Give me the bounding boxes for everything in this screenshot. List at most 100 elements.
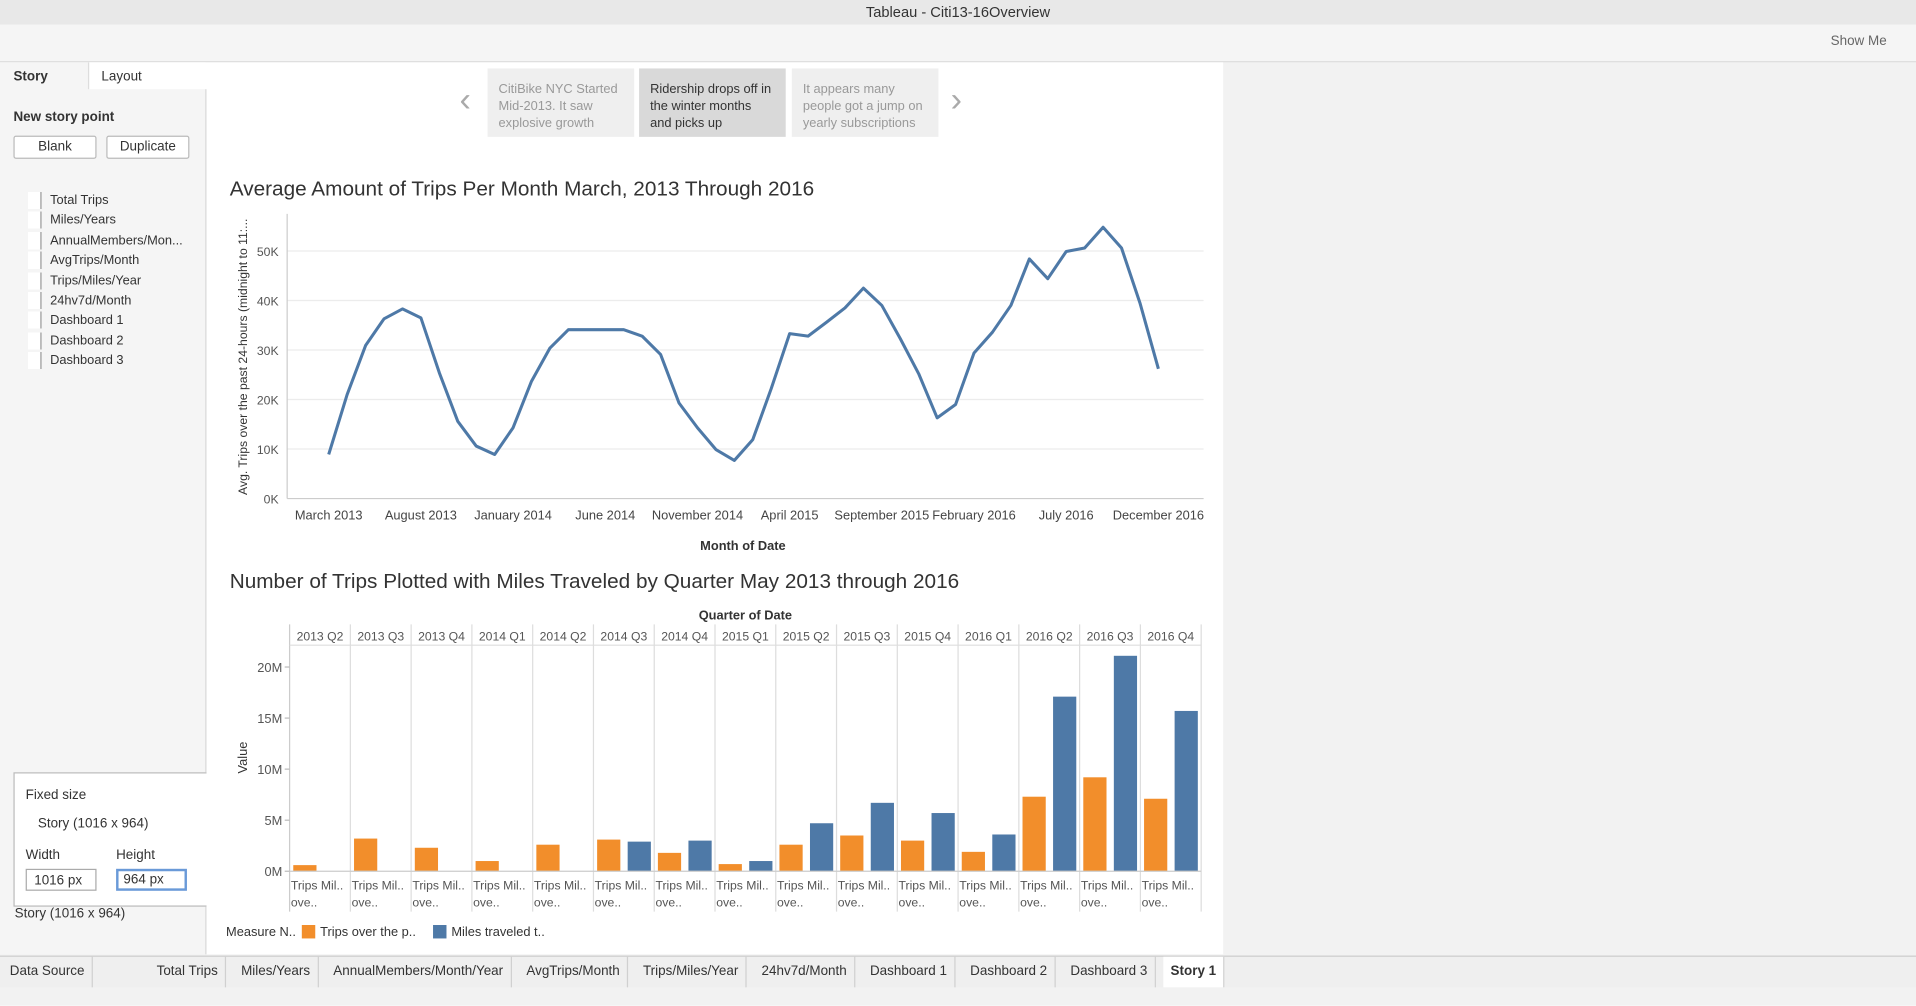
pane-label: Trips Mil.. xyxy=(777,879,829,893)
line xyxy=(327,225,1160,462)
bar xyxy=(293,865,317,872)
sheet-item[interactable]: AnnualMembers/Mon... xyxy=(17,232,183,249)
column-label: 2015 Q3 xyxy=(844,629,891,643)
blank-button[interactable]: Blank xyxy=(13,135,97,159)
y-tick-label: 0K xyxy=(264,492,279,506)
sheet-tab[interactable]: Dashboard 2 xyxy=(963,956,1056,988)
bar xyxy=(1022,796,1046,872)
y-tick-label: 5M xyxy=(264,813,282,828)
sheet-item[interactable]: Dashboard 3 xyxy=(17,352,123,369)
size-mode[interactable]: Fixed size xyxy=(25,788,87,803)
column-label: 2016 Q1 xyxy=(965,629,1012,643)
legend-title: Measure N.. xyxy=(226,924,296,939)
new-story-point: New story point xyxy=(13,109,115,125)
column-label: 2015 Q1 xyxy=(722,629,769,643)
y-tick-label: 20K xyxy=(257,393,279,407)
bar xyxy=(414,847,439,872)
pane-label: Trips Mil.. xyxy=(534,879,586,893)
column-label: 2014 Q4 xyxy=(661,629,708,643)
x-tick-label: December 2016 xyxy=(1113,507,1204,522)
width-input[interactable]: 1016 px xyxy=(25,868,97,891)
y-tick-label: 20M xyxy=(257,660,282,675)
layout-tab[interactable]: Layout xyxy=(101,69,142,85)
size-preset[interactable]: Story (1016 x 964) xyxy=(37,816,149,831)
story-tab[interactable]: Story xyxy=(13,69,48,85)
pane-label: ove.. xyxy=(1020,896,1046,910)
column-header: Quarter of Date xyxy=(699,608,792,623)
y-tick-label: 15M xyxy=(257,711,282,726)
sheet-tab[interactable]: AvgTrips/Month xyxy=(519,956,629,988)
column-label: 2014 Q3 xyxy=(600,629,647,643)
story-point[interactable]: Ridership drops off in the winter months… xyxy=(639,68,786,137)
bar xyxy=(657,852,682,872)
pane-label: ove.. xyxy=(412,896,438,910)
sheet-item[interactable]: Dashboard 1 xyxy=(17,312,123,329)
x-tick-label: November 2014 xyxy=(652,507,743,522)
y-tick-label: 10K xyxy=(257,443,279,457)
story-point[interactable]: CitiBike NYC Started Mid-2013. It saw ex… xyxy=(487,68,635,137)
x-tick-label: June 2014 xyxy=(575,507,635,522)
bar xyxy=(536,844,560,872)
width-label: Width xyxy=(25,848,61,863)
pane-label: Trips Mil.. xyxy=(473,879,525,893)
sheet-tab[interactable]: AnnualMembers/Month/Year xyxy=(326,956,512,988)
pane-label: ove.. xyxy=(959,896,985,910)
y-tick-label: 10M xyxy=(257,762,282,777)
pane-label: ove.. xyxy=(655,896,681,910)
sheet-tab[interactable]: 24hv7d/Month xyxy=(754,956,856,988)
column-label: 2015 Q4 xyxy=(904,629,951,643)
bar xyxy=(992,834,1016,872)
bar xyxy=(1174,710,1198,872)
pane-label: ove.. xyxy=(716,896,742,910)
pane-label: Trips Mil.. xyxy=(352,879,404,893)
bar xyxy=(779,844,803,872)
x-tick-label: February 2016 xyxy=(932,507,1015,522)
sheet-tab[interactable]: Miles/Years xyxy=(234,956,319,988)
duplicate-button[interactable]: Duplicate xyxy=(106,135,190,159)
height-label: Height xyxy=(116,848,155,863)
bottom-tabs: Data Source Total Trips Miles/Years AnnualM… xyxy=(0,955,1916,988)
next-arrow[interactable]: › xyxy=(950,80,963,119)
sheet-tab[interactable]: Dashboard 1 xyxy=(863,956,956,988)
y-tick-label: 50K xyxy=(257,245,279,259)
show-me[interactable]: Show Me xyxy=(1830,34,1887,49)
bar xyxy=(627,841,651,872)
pane-label: ove.. xyxy=(1142,896,1168,910)
story-point[interactable]: It appears many people got a jump on yea… xyxy=(791,68,939,137)
sheet-tab[interactable]: Total Trips xyxy=(149,956,227,988)
legend-swatch xyxy=(301,925,316,939)
sheet-item[interactable]: 24hv7d/Month xyxy=(17,292,131,309)
prev-arrow[interactable]: ‹ xyxy=(459,80,471,119)
x-tick-label: April 2015 xyxy=(761,507,819,522)
bar xyxy=(1144,798,1168,872)
sheet-tab[interactable]: Story 1 xyxy=(1163,956,1225,988)
chart-title: Average Amount of Trips Per Month March,… xyxy=(230,178,814,201)
y-tick-label: 30K xyxy=(257,344,279,358)
size-footer[interactable]: Story (1016 x 964) xyxy=(14,906,126,922)
height-input[interactable]: 964 px xyxy=(116,868,187,891)
pane-label: ove.. xyxy=(838,896,864,910)
pane-label: Trips Mil.. xyxy=(716,879,768,893)
sheet-item[interactable]: Total Trips xyxy=(17,192,108,209)
sheet-item[interactable]: AvgTrips/Month xyxy=(17,252,139,269)
sheet-item[interactable]: Trips/Miles/Year xyxy=(17,272,141,289)
pane-label: ove.. xyxy=(534,896,560,910)
pane-label: Trips Mil.. xyxy=(291,879,343,893)
size-box: Fixed size Story (1016 x 964) Width Heig… xyxy=(13,772,213,907)
sheet-item[interactable]: Dashboard 2 xyxy=(17,332,123,349)
sheet-tab[interactable]: Trips/Miles/Year xyxy=(636,956,747,988)
column-label: 2016 Q3 xyxy=(1087,629,1134,643)
y-axis-label: Avg. Trips over the past 24-hours (midni… xyxy=(236,219,250,495)
sheet-tab[interactable]: Data Source xyxy=(2,956,94,988)
bar xyxy=(900,840,925,872)
legend-label: Miles traveled t.. xyxy=(451,924,544,939)
column-label: 2016 Q4 xyxy=(1147,629,1194,643)
bar xyxy=(809,823,834,872)
sheet-item[interactable]: Miles/Years xyxy=(17,212,116,229)
bar xyxy=(354,838,378,872)
pane-label: Trips Mil.. xyxy=(412,879,464,893)
bar xyxy=(718,864,742,872)
sheet-tab[interactable]: Dashboard 3 xyxy=(1063,956,1156,988)
column-label: 2015 Q2 xyxy=(783,629,830,643)
